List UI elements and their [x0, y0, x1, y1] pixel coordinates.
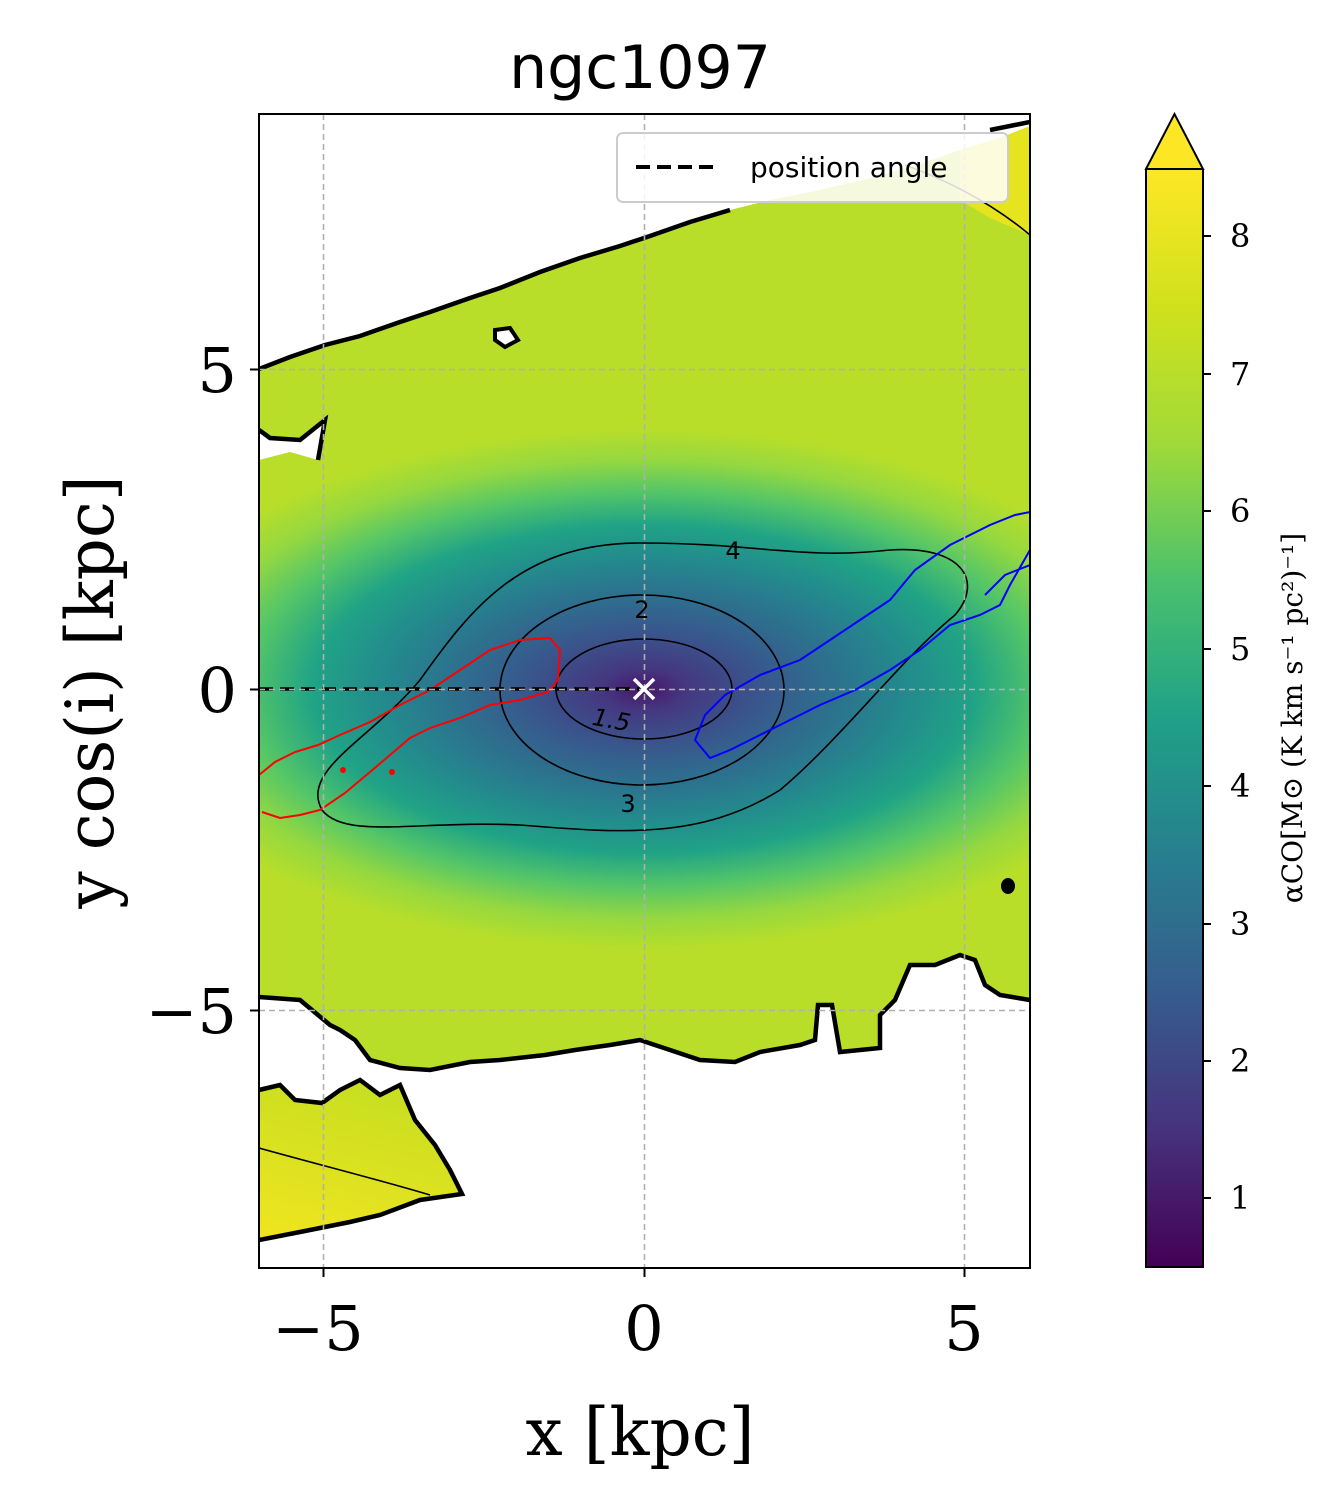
y-ticks: [250, 368, 259, 1012]
colorbar-tick-5: 5: [1230, 630, 1250, 668]
colorbar-frame: [1145, 169, 1204, 1268]
legend: position angle: [616, 132, 1009, 203]
contour-label-1.5: 1.5: [590, 703, 632, 737]
contour-label-2: 2: [634, 596, 649, 624]
colorbar-gradient: [1146, 169, 1203, 1267]
colorbar-extend-arrow: [1144, 111, 1205, 170]
colorbar-tick-3: 3: [1230, 905, 1250, 943]
y-tick-label-0: 0: [198, 654, 237, 727]
map-hole-right: [1001, 878, 1015, 894]
y-axis-label: y cos(i) [kpc]: [52, 475, 129, 909]
colorbar-tick-2: 2: [1230, 1042, 1250, 1080]
colorbar-ticks: [1203, 235, 1211, 1199]
blueshifted-tail: [984, 564, 1030, 596]
blueshifted-region: [693, 510, 1030, 760]
x-ticks: [322, 1268, 966, 1277]
colorbar-label: αCO[M⊙ (K km s⁻¹ pc²)⁻¹]: [1276, 533, 1309, 903]
y-tick-label-5: 5: [198, 334, 237, 407]
colorbar-tick-8: 8: [1230, 217, 1250, 255]
legend-label: position angle: [750, 151, 948, 184]
colorbar-tick-6: 6: [1230, 492, 1250, 530]
y-tick-label-neg5: −5: [146, 975, 237, 1048]
colorbar-tick-4: 4: [1230, 767, 1250, 805]
map-lower-left-region: [259, 1080, 462, 1240]
colorbar-tick-7: 7: [1230, 355, 1250, 393]
x-tick-label-0: 0: [624, 1292, 663, 1365]
legend-box: [616, 132, 1009, 203]
center-marker: [632, 677, 656, 701]
mask-boundary-left-notch: [259, 414, 329, 461]
redshifted-blob: [340, 767, 346, 773]
redshifted-region: [259, 636, 562, 820]
contour-lower-left: [259, 1147, 431, 1196]
colorbar: 1 2 3 4 5 6 7 8 αCO[M⊙ (K km s⁻¹ pc²)⁻¹]: [1144, 111, 1309, 1268]
colorbar-tick-1: 1: [1230, 1179, 1250, 1217]
x-tick-label-5: 5: [944, 1292, 983, 1365]
contour-label-3: 3: [620, 790, 635, 818]
mask-boundary-bottom: [259, 952, 1030, 1073]
x-axis-label: x [kpc]: [526, 1394, 755, 1471]
map-hole-upper: [493, 325, 521, 350]
map-axes: 1.5 2 3 4 position angle −5 0 5: [52, 33, 1031, 1471]
mask-boundary-top-right: [989, 119, 1030, 133]
mask-boundary-island: [259, 1077, 466, 1243]
redshifted-dot: [389, 769, 395, 775]
contour-4: [317, 542, 969, 832]
grid-lines: [259, 114, 1030, 1268]
contour-label-4: 4: [725, 537, 740, 565]
chart-title: ngc1097: [509, 33, 771, 103]
x-tick-label-neg5: −5: [272, 1292, 363, 1365]
